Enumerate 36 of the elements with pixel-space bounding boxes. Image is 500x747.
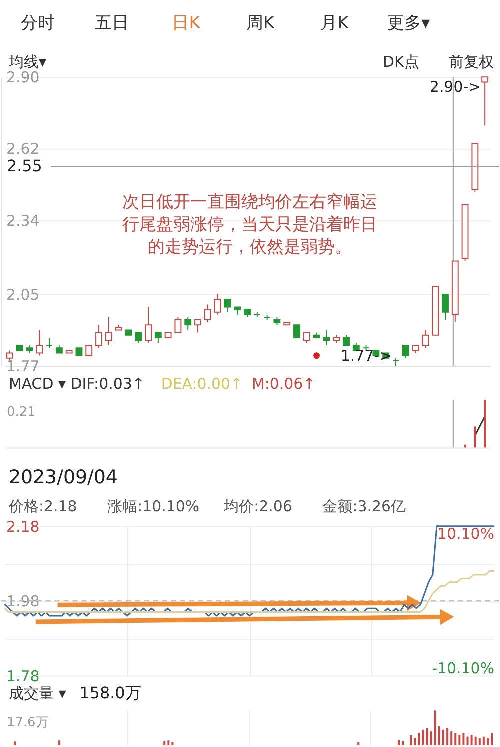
text: 周K [246, 12, 276, 32]
y-tick-label: 1.78 [6, 667, 40, 686]
y-tick-label: 2.90 [6, 68, 40, 87]
text: 日K [172, 12, 202, 32]
y-tick-label: 2.05 [6, 286, 40, 304]
chart-subtitle: 158.0万 [80, 684, 142, 703]
annotation: 次日低开一直围绕均价左右窄幅运行尾盘弱涨停，当天只是沿着昨日的走势运行，依然是弱势。 [122, 192, 378, 256]
text: 均价:2.06 [223, 497, 292, 516]
text: DK点 [383, 53, 420, 72]
text: 月K [320, 12, 350, 32]
annotation: 0.21 [6, 404, 36, 420]
chart-title: 2023/09/04 [8, 466, 118, 489]
text: 前复权 [449, 53, 494, 72]
y2-tick-label: -10.10% [432, 659, 495, 678]
chart-title: MACD ▾ [8, 374, 66, 393]
text: DIF:0.03↑ [70, 374, 145, 393]
text: 更多▾ [388, 12, 431, 32]
legend-label: DEA:0.00↑ [161, 374, 244, 393]
text: M:0.06↑ [252, 374, 316, 393]
annotation: 17.6万 [6, 716, 49, 731]
text: 金额:3.26亿 [322, 497, 406, 516]
annotation: 1.77-> [340, 347, 392, 366]
y-tick-label: 2.18 [6, 518, 40, 536]
text: 分时 [20, 12, 55, 32]
y-tick-label: 2.62 [6, 140, 40, 158]
y2-tick-label: 10.10% [438, 524, 495, 543]
chart-title: 成交量 ▾ [8, 684, 67, 703]
ref-line-label: 2.55 [6, 156, 42, 176]
annotation: 2.90-> [430, 78, 482, 96]
y-tick-label: 2.34 [6, 212, 40, 230]
y-tick-label: 1.98 [6, 592, 40, 611]
y-tick-label: 1.77 [6, 358, 40, 376]
text: 均线▾ [8, 53, 47, 72]
text: 涨幅:10.10% [108, 497, 200, 516]
text: 价格:2.18 [8, 497, 78, 516]
text: 五日 [95, 12, 130, 32]
